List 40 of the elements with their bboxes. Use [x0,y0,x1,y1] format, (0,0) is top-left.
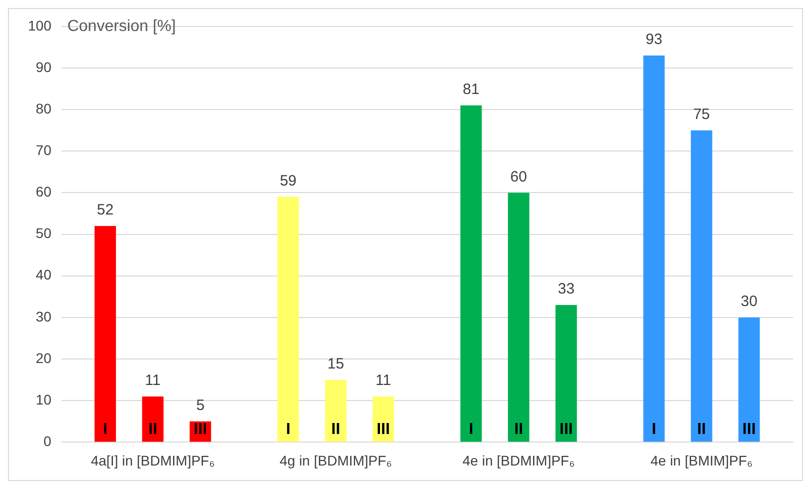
text: II [514,421,524,438]
y-tick-label: 70 [36,142,52,158]
data-label: 30 [740,293,758,310]
y-tick-label: 10 [36,391,52,408]
series-label: I [103,421,108,438]
text: II [331,421,340,438]
data-label: 59 [280,172,297,190]
y-tick-label: 40 [36,266,52,283]
data-label: 15 [327,355,344,372]
y-tick-label: 20 [36,350,52,366]
text: II [697,421,706,438]
x-tick-label: 4a[I] in [BDMIM]PF₆ [90,452,215,468]
text: III [560,421,573,438]
data-label: 52 [96,202,114,219]
text: III [742,421,756,438]
data-label: 11 [375,372,392,390]
series-label: III [194,421,208,438]
y-tick-label: 0 [44,433,52,450]
data-label: 93 [646,31,662,48]
y-axis-title: Conversion [%] [67,18,176,35]
text: I [286,421,290,438]
data-label: 11 [145,372,161,390]
y-tick-label: 50 [36,225,52,242]
y-tick-label: 80 [36,100,52,116]
data-label: 81 [462,81,480,98]
text: I [652,421,656,438]
x-tick-label: 4e in [BMIM]PF₆ [650,452,753,468]
series-label: II [148,421,158,438]
data-label: 5 [196,397,205,414]
y-tick-label: 60 [36,184,52,200]
y-tick-label: 90 [36,58,52,75]
text: I [468,421,474,438]
data-label: 60 [510,168,527,186]
text: III [376,421,390,438]
y-tick-label: 100 [28,17,52,34]
y-tick-label: 30 [36,308,52,324]
x-tick-label: 4e in [BDMIM]PF₆ [462,452,575,468]
data-label: 33 [558,280,575,298]
x-tick-label: 4g in [BDMIM]PF₆ [280,452,392,468]
data-label: 75 [693,106,710,123]
